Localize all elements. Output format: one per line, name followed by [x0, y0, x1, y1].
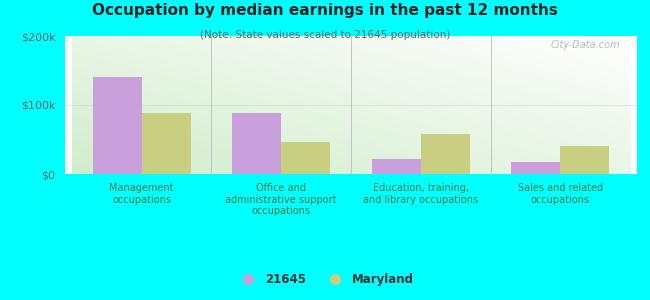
Legend: 21645, Maryland: 21645, Maryland — [231, 269, 419, 291]
Bar — [93, 77, 142, 174]
Bar — [281, 142, 330, 174]
Bar — [142, 113, 190, 174]
Text: (Note: State values scaled to 21645 population): (Note: State values scaled to 21645 popu… — [200, 30, 450, 40]
Bar — [560, 146, 609, 174]
Text: Occupation by median earnings in the past 12 months: Occupation by median earnings in the pas… — [92, 3, 558, 18]
Bar — [372, 159, 421, 174]
Bar — [512, 162, 560, 174]
Bar — [421, 134, 469, 174]
Bar — [233, 113, 281, 174]
Text: City-Data.com: City-Data.com — [550, 40, 620, 50]
